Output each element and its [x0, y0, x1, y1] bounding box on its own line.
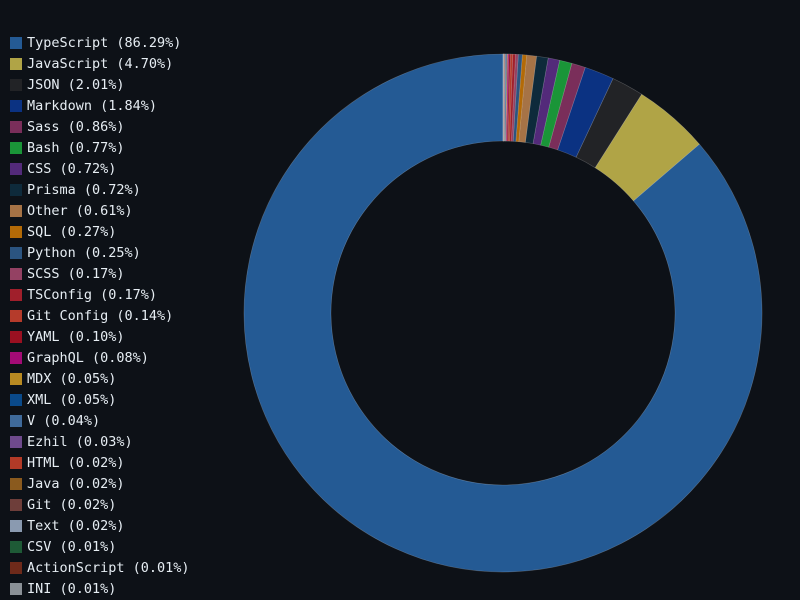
donut-slice-graphql [505, 53, 510, 142]
donut-slice-xml [504, 53, 508, 142]
legend-label: GraphQL (0.08%) [27, 349, 149, 366]
legend-item: GraphQL (0.08%) [10, 347, 190, 368]
legend-item: ActionScript (0.01%) [10, 557, 190, 578]
donut-slice-python [512, 54, 523, 142]
legend-item: Bash (0.77%) [10, 137, 190, 158]
legend-label: V (0.04%) [27, 412, 101, 429]
donut-slice-html [503, 53, 506, 142]
legend-item: SQL (0.27%) [10, 221, 190, 242]
legend-label: JSON (2.01%) [27, 76, 125, 93]
legend-label: Other (0.61%) [27, 202, 133, 219]
legend-item: Python (0.25%) [10, 242, 190, 263]
legend-label: ActionScript (0.01%) [27, 559, 190, 576]
donut-slice-sass [548, 62, 586, 151]
legend-item: Java (0.02%) [10, 473, 190, 494]
legend-item: Ezhil (0.03%) [10, 431, 190, 452]
legend-swatch [10, 372, 22, 385]
donut-slice-markdown [557, 67, 614, 158]
legend-label: YAML (0.10%) [27, 328, 125, 345]
legend-swatch [10, 393, 22, 406]
donut-slice-typescript [243, 53, 763, 573]
legend-label: Markdown (1.84%) [27, 97, 158, 114]
legend-item: YAML (0.10%) [10, 326, 190, 347]
donut-slice-java [503, 53, 505, 142]
legend-swatch [10, 540, 22, 553]
legend-label: JavaScript (4.70%) [27, 55, 174, 72]
legend-label: Bash (0.77%) [27, 139, 125, 156]
legend-label: Sass (0.86%) [27, 118, 125, 135]
legend-label: XML (0.05%) [27, 391, 117, 408]
legend-item: TSConfig (0.17%) [10, 284, 190, 305]
legend-item: Sass (0.86%) [10, 116, 190, 137]
donut-slice-bash [540, 59, 573, 148]
legend-swatch [10, 435, 22, 448]
legend-swatch [10, 582, 22, 595]
legend-swatch [10, 288, 22, 301]
legend-label: INI (0.01%) [27, 580, 117, 597]
legend-label: TSConfig (0.17%) [27, 286, 158, 303]
legend-item: V (0.04%) [10, 410, 190, 431]
legend-label: SCSS (0.17%) [27, 265, 125, 282]
legend-item: JSON (2.01%) [10, 74, 190, 95]
legend-swatch [10, 267, 22, 280]
legend-swatch [10, 456, 22, 469]
legend-item: CSV (0.01%) [10, 536, 190, 557]
legend-item: TypeScript (86.29%) [10, 32, 190, 53]
legend-swatch [10, 498, 22, 511]
legend-swatch [10, 120, 22, 133]
legend-item: Other (0.61%) [10, 200, 190, 221]
donut-slice-scss [511, 53, 519, 142]
donut-slice-v [504, 53, 507, 142]
legend-label: MDX (0.05%) [27, 370, 117, 387]
legend-label: TypeScript (86.29%) [27, 34, 182, 51]
legend-swatch [10, 99, 22, 112]
legend-label: Python (0.25%) [27, 244, 141, 261]
legend-swatch [10, 225, 22, 238]
legend-swatch [10, 204, 22, 217]
donut-slice-mdx [505, 53, 508, 142]
legend-item: INI (0.01%) [10, 578, 190, 599]
legend-swatch [10, 477, 22, 490]
legend-swatch [10, 183, 22, 196]
legend-item: JavaScript (4.70%) [10, 53, 190, 74]
legend-swatch [10, 309, 22, 322]
legend-label: Text (0.02%) [27, 517, 125, 534]
legend-item: Git (0.02%) [10, 494, 190, 515]
legend-item: Prisma (0.72%) [10, 179, 190, 200]
legend-label: CSV (0.01%) [27, 538, 117, 555]
legend-item: Markdown (1.84%) [10, 95, 190, 116]
legend-swatch [10, 561, 22, 574]
legend-swatch [10, 351, 22, 364]
legend-swatch [10, 162, 22, 175]
legend-item: Text (0.02%) [10, 515, 190, 536]
legend-label: Prisma (0.72%) [27, 181, 141, 198]
legend-label: HTML (0.02%) [27, 454, 125, 471]
donut-slice-sql [515, 54, 528, 143]
legend-label: Ezhil (0.03%) [27, 433, 133, 450]
legend-swatch [10, 519, 22, 532]
legend-label: Git Config (0.14%) [27, 307, 174, 324]
legend-item: SCSS (0.17%) [10, 263, 190, 284]
legend-item: MDX (0.05%) [10, 368, 190, 389]
legend-swatch [10, 141, 22, 154]
legend-swatch [10, 330, 22, 343]
legend: TypeScript (86.29%) JavaScript (4.70%) JSO… [10, 32, 190, 599]
donut-slice-git-config [507, 53, 514, 142]
legend-label: CSS (0.72%) [27, 160, 117, 177]
legend-swatch [10, 57, 22, 70]
donut-slice-git [503, 53, 505, 142]
legend-swatch [10, 246, 22, 259]
legend-swatch [10, 36, 22, 49]
legend-swatch [10, 414, 22, 427]
legend-item: HTML (0.02%) [10, 452, 190, 473]
legend-label: SQL (0.27%) [27, 223, 117, 240]
legend-label: Java (0.02%) [27, 475, 125, 492]
legend-swatch [10, 78, 22, 91]
legend-item: CSS (0.72%) [10, 158, 190, 179]
legend-item: XML (0.05%) [10, 389, 190, 410]
legend-item: Git Config (0.14%) [10, 305, 190, 326]
legend-label: Git (0.02%) [27, 496, 117, 513]
